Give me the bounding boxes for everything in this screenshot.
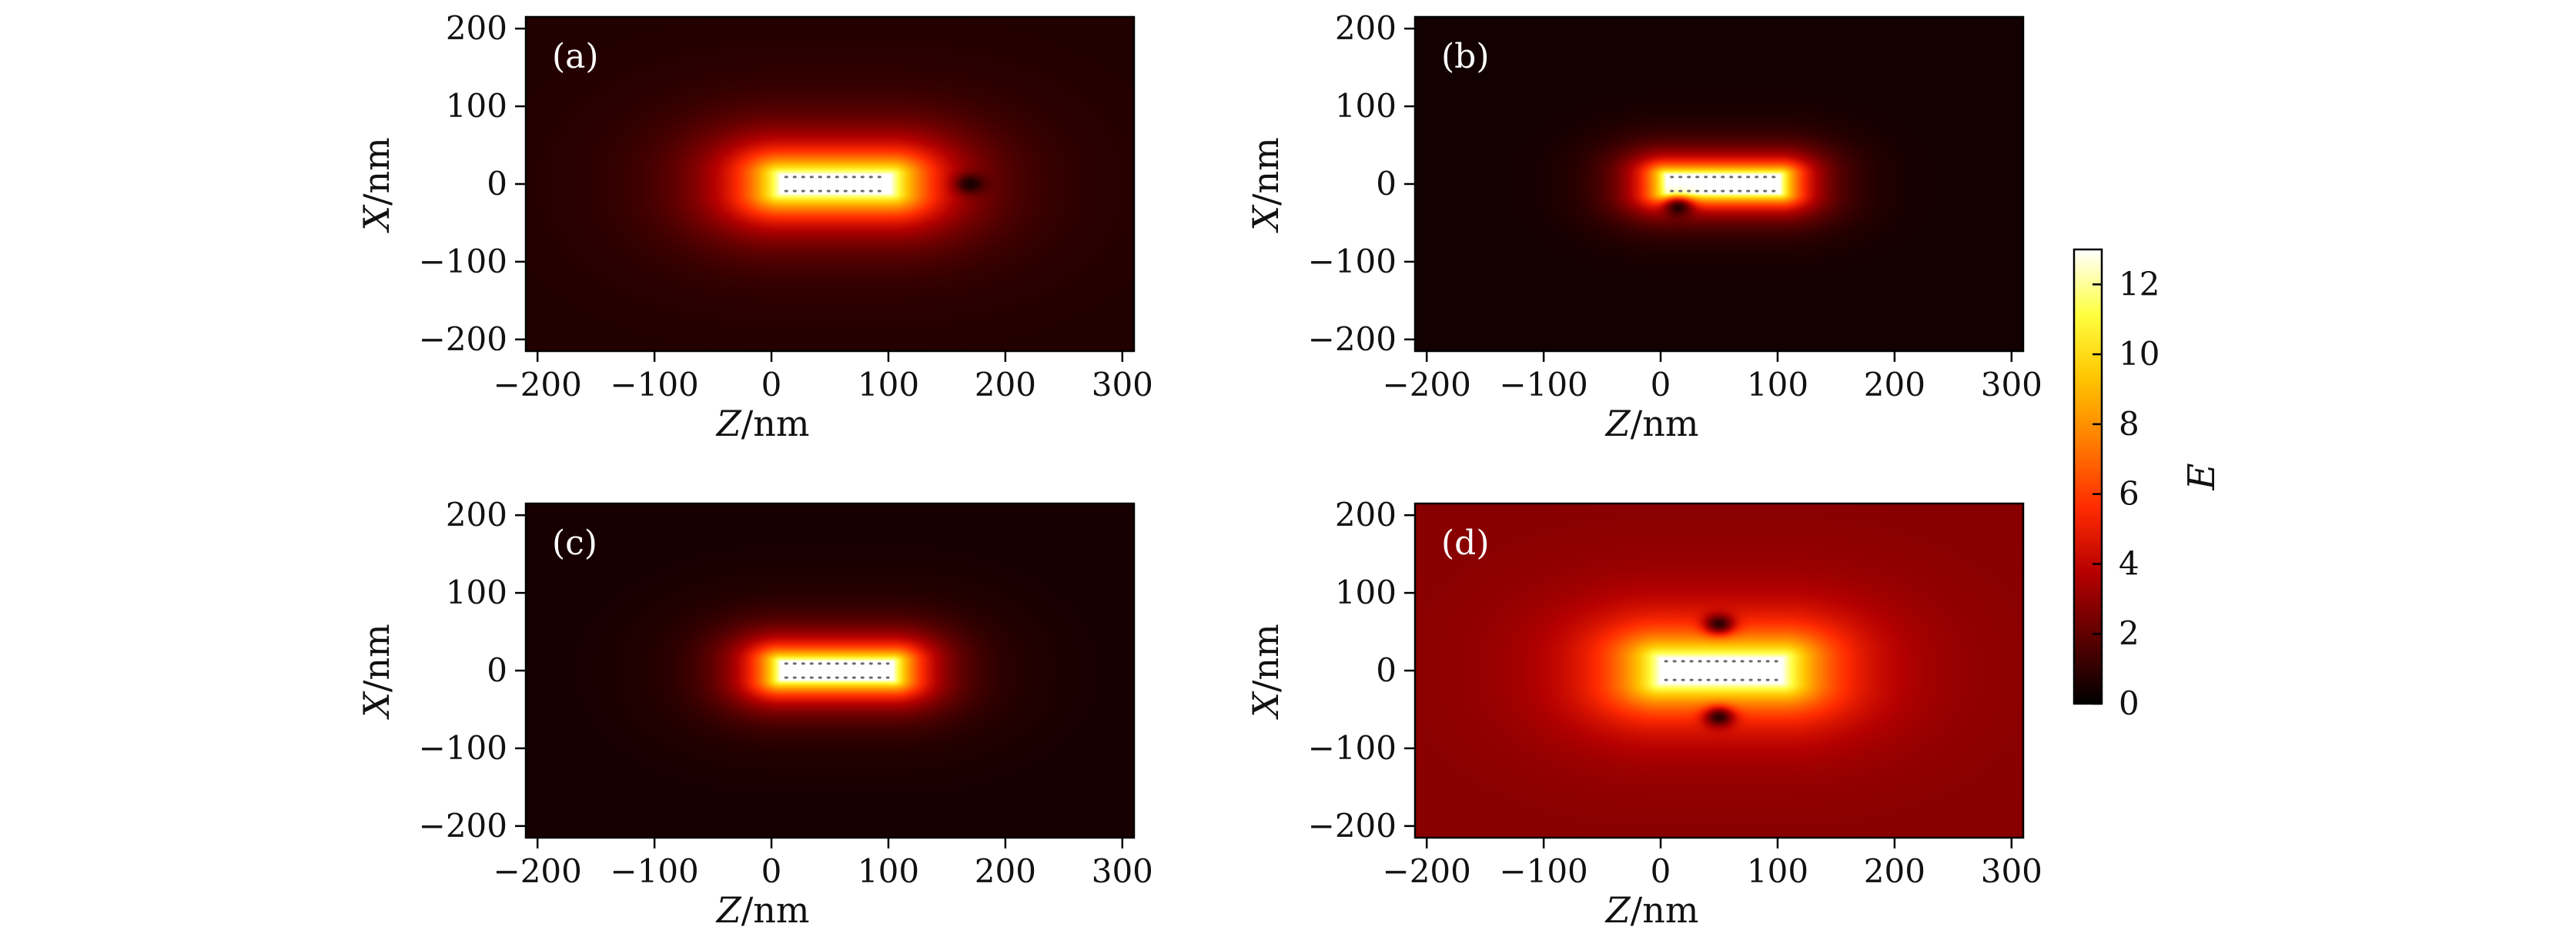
colorbar-tick-label: 6 <box>2119 475 2139 513</box>
y-axis-label: X/nm <box>356 624 397 720</box>
y-tick-label: 100 <box>446 87 507 125</box>
y-tick-label: 0 <box>487 651 507 689</box>
y-tick-label: 200 <box>1335 496 1397 534</box>
x-tick-label: 200 <box>1864 852 1925 890</box>
y-tick-label: −200 <box>1308 320 1397 358</box>
x-tick-label: −200 <box>493 366 582 403</box>
x-tick-label: −100 <box>610 852 698 890</box>
x-tick-label: 200 <box>1864 366 1925 403</box>
colorbar-gradient <box>2074 249 2102 704</box>
x-tick-label: 100 <box>1747 852 1808 890</box>
x-tick-label: 100 <box>858 852 919 890</box>
y-tick-label: −100 <box>419 243 507 280</box>
y-tick-label: −200 <box>419 320 507 358</box>
x-tick-label: 200 <box>975 852 1036 890</box>
x-axis-label: Z/nm <box>1604 889 1699 931</box>
x-tick-label: 0 <box>1651 366 1671 403</box>
y-tick-label: 200 <box>446 496 507 534</box>
y-tick-label: 100 <box>1335 87 1397 125</box>
x-tick-label: 300 <box>1092 852 1153 890</box>
x-tick-label: 300 <box>1981 366 2042 403</box>
y-tick-label: 100 <box>1335 574 1397 611</box>
field-heatmap <box>526 17 1134 351</box>
y-axis-label: X/nm <box>356 137 397 233</box>
colorbar-tick-label: 12 <box>2119 265 2159 303</box>
y-axis-label: X/nm <box>1245 137 1286 233</box>
panel-a: −200 −100 0 100 200 300 −200 −100 0 100 200 Z/nm X/n… <box>356 9 1153 444</box>
x-tick-label: 300 <box>1981 852 2042 890</box>
x-axis-label: Z/nm <box>1604 403 1699 444</box>
colorbar: 0 2 4 6 8 10 12 E <box>2073 248 2223 722</box>
y-tick-label: 0 <box>1376 651 1397 689</box>
panel-label: (b) <box>1441 37 1490 76</box>
colorbar-tick-label: 8 <box>2119 405 2139 443</box>
panel-c: −200 −100 0 100 200 300 −200 −100 0 100 200 Z/nm X/n… <box>356 496 1153 931</box>
x-tick-label: 0 <box>761 366 782 403</box>
field-heatmap <box>526 504 1134 838</box>
colorbar-tick-label: 4 <box>2119 544 2139 582</box>
colorbar-frame <box>2073 248 2103 705</box>
x-tick-label: −200 <box>1383 366 1471 403</box>
panel-label: (a) <box>552 37 599 76</box>
panel-label: (d) <box>1441 524 1490 563</box>
y-tick-label: −100 <box>1308 729 1397 767</box>
x-tick-label: 100 <box>1747 366 1808 403</box>
x-axis-label: Z/nm <box>715 403 810 444</box>
y-tick-label: 200 <box>1335 9 1397 47</box>
colorbar-label: E <box>2180 463 2223 490</box>
x-tick-label: 200 <box>975 366 1036 403</box>
x-tick-label: 300 <box>1092 366 1153 403</box>
panel-label: (c) <box>552 524 597 563</box>
colorbar-tick-label: 0 <box>2119 684 2139 722</box>
y-tick-label: 200 <box>446 9 507 47</box>
x-tick-label: −200 <box>493 852 582 890</box>
y-tick-label: −200 <box>419 807 507 845</box>
y-axis-label: X/nm <box>1245 624 1286 720</box>
x-tick-label: −200 <box>1383 852 1471 890</box>
x-tick-label: −100 <box>1499 852 1587 890</box>
x-tick-label: 0 <box>761 852 782 890</box>
panel-b: −200 −100 0 100 200 300 −200 −100 0 100 200 Z/nm X/n… <box>1245 9 2042 444</box>
x-tick-label: −100 <box>610 366 698 403</box>
y-tick-label: 0 <box>487 165 507 202</box>
colorbar-tick-label: 2 <box>2119 614 2139 652</box>
y-tick-label: −100 <box>1308 243 1397 280</box>
x-tick-label: 0 <box>1651 852 1671 890</box>
x-tick-label: −100 <box>1499 366 1587 403</box>
x-tick-label: 100 <box>858 366 919 403</box>
colorbar-tick-label: 10 <box>2119 335 2159 373</box>
y-tick-label: 0 <box>1376 165 1397 202</box>
y-tick-label: −200 <box>1308 807 1397 845</box>
y-tick-label: 100 <box>446 574 507 611</box>
y-tick-label: −100 <box>419 729 507 767</box>
panel-d: −200 −100 0 100 200 300 −200 −100 0 100 200 Z/nm X/n… <box>1245 496 2042 931</box>
field-heatmap <box>1415 17 2023 351</box>
x-axis-label: Z/nm <box>715 889 810 931</box>
field-heatmap <box>1415 504 2023 838</box>
